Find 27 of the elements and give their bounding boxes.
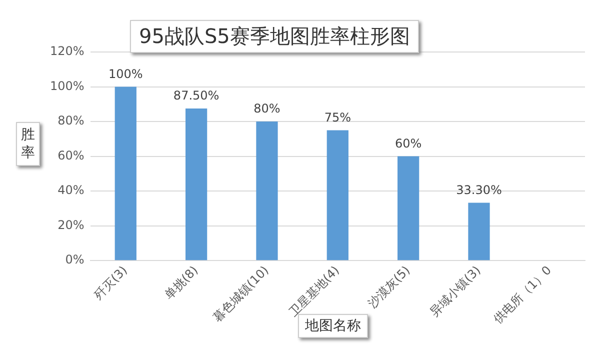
data-label: 87.50% <box>173 88 220 103</box>
x-tick-label: 供电所（1）0 <box>490 263 554 326</box>
bar <box>186 108 208 260</box>
x-tick-label: 歼灭(3) <box>91 263 130 302</box>
bar <box>398 156 420 260</box>
y-tick-label: 40% <box>58 183 84 198</box>
data-label: 75% <box>324 110 351 124</box>
y-tick-label: 120% <box>50 44 84 58</box>
data-label: 100% <box>108 66 143 81</box>
x-axis-title: 地图名称 <box>298 314 368 338</box>
data-label: 80% <box>254 102 280 116</box>
chart-title: 95战队S5赛季地图胜率柱形图 <box>130 20 419 53</box>
x-tick-label: 单挑(8) <box>162 263 201 302</box>
y-tick-label: 100% <box>50 78 84 93</box>
bar <box>114 86 136 260</box>
x-tick-label: 沙漠灰(5) <box>365 263 413 310</box>
y-tick-label: 80% <box>58 114 84 128</box>
bar <box>468 202 490 260</box>
bar <box>256 122 278 260</box>
y-axis-title: 胜率 <box>20 126 36 162</box>
y-tick-label: 60% <box>58 148 84 162</box>
data-label: 33.30% <box>456 182 502 197</box>
bar <box>326 130 348 260</box>
x-tick-label: 异域小镇(3) <box>427 263 484 319</box>
y-tick-label: 0% <box>65 252 84 267</box>
y-tick-label: 20% <box>58 218 84 232</box>
data-label: 60% <box>394 136 422 150</box>
